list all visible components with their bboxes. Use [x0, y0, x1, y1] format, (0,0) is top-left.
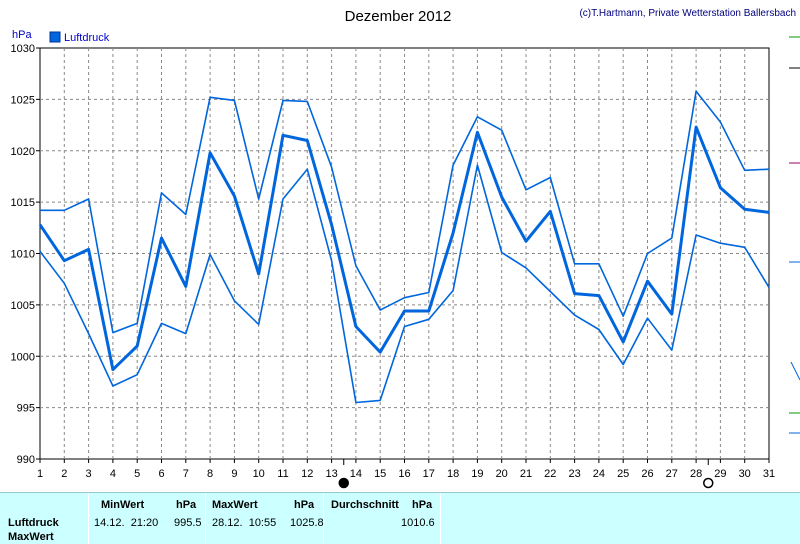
- moon-phase-markers: [338, 459, 714, 489]
- chart-title: Dezember 2012: [345, 8, 452, 25]
- stats-max-header: MaxWert: [212, 499, 258, 511]
- x-tick-label: 23: [568, 468, 580, 480]
- stats-max-value: 1025.8: [290, 517, 324, 529]
- y-tick-label: 1030: [11, 43, 35, 55]
- legend-swatch: [49, 31, 61, 43]
- y-axis-unit: hPa: [12, 29, 32, 41]
- y-tick-label: 1025: [11, 94, 35, 106]
- right-edge-indicators: [789, 36, 800, 434]
- x-tick-label: 18: [447, 468, 459, 480]
- copyright-text: (c)T.Hartmann, Private Wetterstation Bal…: [579, 8, 796, 19]
- x-tick-label: 15: [374, 468, 386, 480]
- x-tick-label: 21: [520, 468, 532, 480]
- x-tick-label: 25: [617, 468, 629, 480]
- x-axis: 1 2 3 4 5 6 7 8 9 10 11 12 13 14 15 16 17 18 19 20 21 22 23 24 2…: [37, 459, 775, 480]
- stats-max-unit: hPa: [294, 499, 315, 511]
- stats-avg-header: Durchschnitt: [331, 499, 399, 511]
- series-group: [38, 90, 770, 404]
- y-tick-label: 1000: [11, 351, 35, 363]
- series-line-max: [40, 90, 770, 334]
- y-tick-label: 990: [17, 454, 35, 466]
- series-line-min: [39, 164, 770, 404]
- x-tick-label: 7: [183, 468, 189, 480]
- stats-row-label: Luftdruck: [8, 517, 59, 529]
- grid: [40, 48, 769, 459]
- x-tick-label: 20: [496, 468, 508, 480]
- stats-avg-value: 1010.6: [401, 517, 435, 529]
- new-moon-icon: [338, 477, 349, 489]
- x-tick-label: 26: [641, 468, 653, 480]
- stats-min-time: 14.12. 21:20: [94, 517, 159, 529]
- series-line-avg: [38, 125, 770, 372]
- x-tick-label: 5: [134, 468, 140, 480]
- legend-label: Luftdruck: [64, 32, 110, 44]
- x-tick-label: 16: [398, 468, 410, 480]
- stats-avg-unit: hPa: [412, 499, 433, 511]
- y-tick-label: 1020: [11, 146, 35, 158]
- full-moon-icon: [703, 477, 714, 489]
- y-tick-label: 1005: [11, 300, 35, 312]
- stats-panel: MinWert hPa MaxWert hPa Durchschnitt hPa…: [0, 492, 800, 544]
- x-tick-label: 27: [666, 468, 678, 480]
- x-tick-label: 28: [690, 468, 702, 480]
- x-tick-label: 1: [37, 468, 43, 480]
- stats-min-unit: hPa: [176, 499, 197, 511]
- x-tick-label: 2: [61, 468, 67, 480]
- stats-min-value: 995.5: [174, 517, 202, 529]
- x-tick-label: 8: [207, 468, 213, 480]
- pressure-chart: Dezember 2012 (c)T.Hartmann, Private Wet…: [11, 8, 800, 489]
- x-tick-label: 11: [277, 468, 288, 480]
- x-tick-label: 4: [110, 468, 116, 480]
- x-tick-label: 10: [253, 468, 265, 480]
- y-tick-label: 995: [17, 403, 35, 415]
- stats-row-label: MaxWert: [8, 531, 54, 543]
- x-tick-label: 24: [593, 468, 605, 480]
- y-axis: 1030 1025 1020 1015 1010 1005 1000 995 990: [11, 43, 40, 466]
- x-tick-label: 17: [423, 468, 435, 480]
- stats-max-time: 28.12. 10:55: [212, 517, 277, 529]
- x-tick-label: 14: [350, 468, 362, 480]
- x-tick-label: 9: [231, 468, 237, 480]
- x-tick-label: 12: [301, 468, 313, 480]
- x-tick-label: 19: [471, 468, 483, 480]
- x-tick-label: 30: [739, 468, 751, 480]
- x-tick-label: 13: [325, 468, 337, 480]
- y-tick-label: 1010: [11, 249, 35, 261]
- stats-min-header: MinWert: [101, 499, 145, 511]
- x-tick-label: 3: [86, 468, 92, 480]
- x-tick-label: 22: [544, 468, 556, 480]
- y-tick-label: 1015: [11, 197, 35, 209]
- x-tick-label: 6: [158, 468, 164, 480]
- x-tick-label: 29: [714, 468, 726, 480]
- x-tick-label: 31: [763, 468, 775, 480]
